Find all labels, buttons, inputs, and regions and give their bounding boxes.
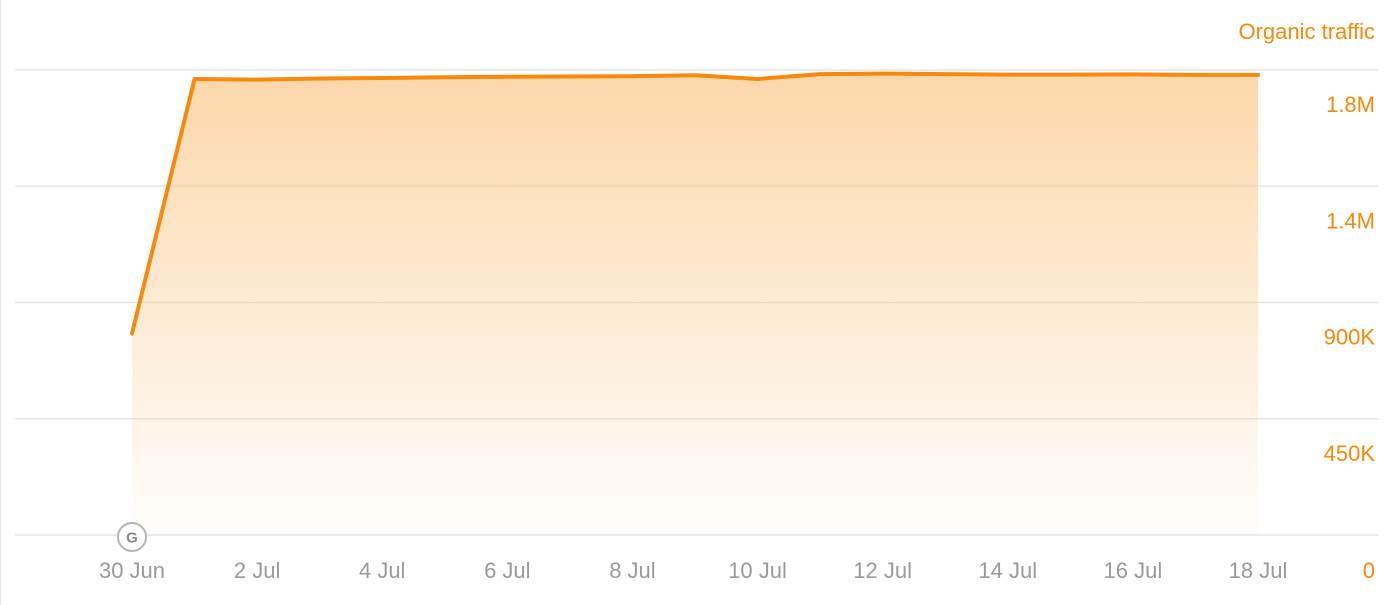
google-update-icon[interactable]: G [117, 522, 147, 552]
data-point[interactable] [817, 71, 823, 77]
x-tick-label: 18 Jul [1229, 558, 1288, 583]
data-point[interactable] [755, 76, 761, 82]
x-axis-ticks: 30 Jun 2 Jul 4 Jul 6 Jul 8 Jul 10 Jul 12 Jul 14… [99, 558, 1287, 583]
x-tick-label: 14 Jul [978, 558, 1037, 583]
data-point[interactable] [942, 71, 948, 77]
data-point[interactable] [442, 74, 448, 80]
line-layer [129, 71, 1261, 337]
x-tick-label: 16 Jul [1104, 558, 1163, 583]
data-point[interactable] [1192, 72, 1198, 78]
x-tick-label: 2 Jul [234, 558, 280, 583]
x-tick-label: 12 Jul [853, 558, 912, 583]
data-point[interactable] [254, 77, 260, 83]
series-area [132, 73, 1258, 535]
data-point[interactable] [129, 331, 135, 337]
data-point[interactable] [317, 76, 323, 82]
y-tick-label: 450K [1324, 441, 1376, 466]
annotation-label: G [126, 530, 138, 547]
y-tick-label: 0 [1363, 558, 1375, 583]
data-point[interactable] [692, 72, 698, 78]
y-tick-label: 1.4M [1326, 208, 1375, 233]
x-tick-label: 8 Jul [609, 558, 655, 583]
y-tick-label: 900K [1324, 325, 1376, 350]
data-point[interactable] [567, 73, 573, 79]
data-point[interactable] [504, 74, 510, 80]
series-title: Organic traffic [1238, 19, 1375, 44]
y-tick-label: 1.8M [1326, 92, 1375, 117]
x-tick-label: 6 Jul [484, 558, 530, 583]
data-point[interactable] [379, 75, 385, 81]
data-point[interactable] [1255, 72, 1261, 78]
data-point[interactable] [880, 71, 886, 77]
series-line [130, 71, 1260, 336]
data-point[interactable] [1005, 72, 1011, 78]
data-point[interactable] [1130, 71, 1136, 77]
annotation-layer: G [117, 522, 147, 552]
data-point[interactable] [192, 76, 198, 82]
x-tick-label: 4 Jul [359, 558, 405, 583]
y-axis-ticks: 0 450K 900K 1.4M 1.8M [1324, 92, 1376, 583]
data-point[interactable] [629, 73, 635, 79]
x-tick-label: 30 Jun [99, 558, 165, 583]
area-layer [132, 73, 1258, 535]
x-tick-label: 10 Jul [728, 558, 787, 583]
data-point[interactable] [1067, 72, 1073, 78]
